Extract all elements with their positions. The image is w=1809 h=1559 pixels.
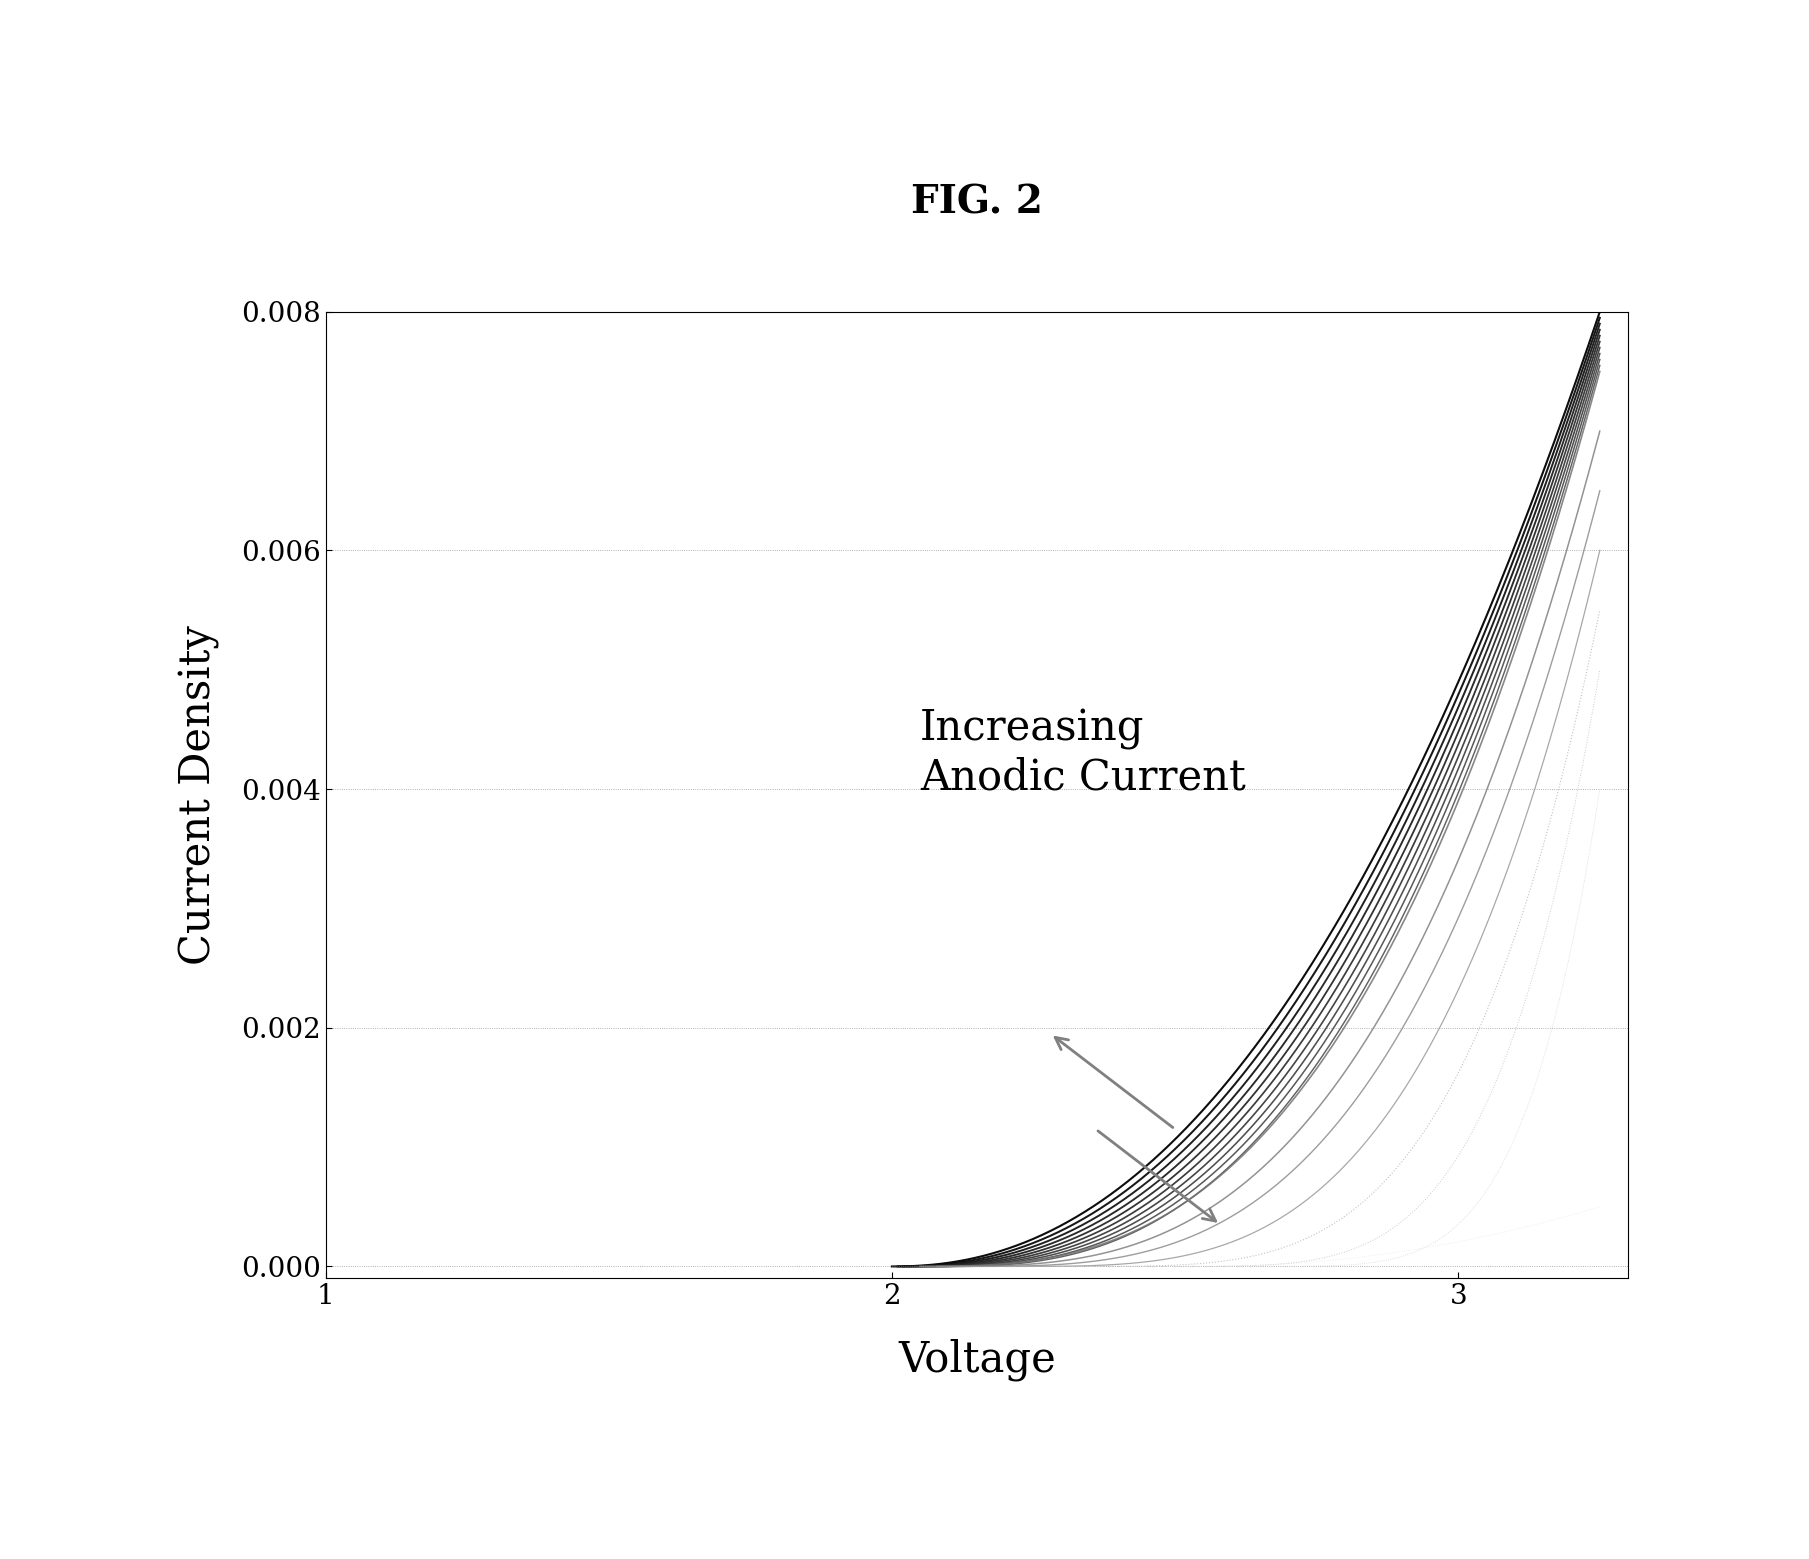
Text: FIG. 2: FIG. 2 [912, 184, 1042, 221]
X-axis label: Voltage: Voltage [897, 1338, 1056, 1381]
Y-axis label: Current Density: Current Density [177, 625, 221, 965]
Text: Increasing
Anodic Current: Increasing Anodic Current [921, 708, 1246, 798]
